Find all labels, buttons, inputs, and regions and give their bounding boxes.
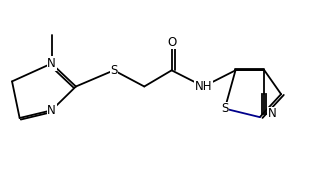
Text: O: O bbox=[167, 36, 176, 49]
Text: NH: NH bbox=[195, 80, 212, 93]
Text: S: S bbox=[221, 102, 229, 115]
Text: S: S bbox=[110, 64, 118, 77]
Text: N: N bbox=[47, 104, 56, 117]
Text: N: N bbox=[47, 57, 56, 70]
Text: N: N bbox=[268, 107, 276, 120]
